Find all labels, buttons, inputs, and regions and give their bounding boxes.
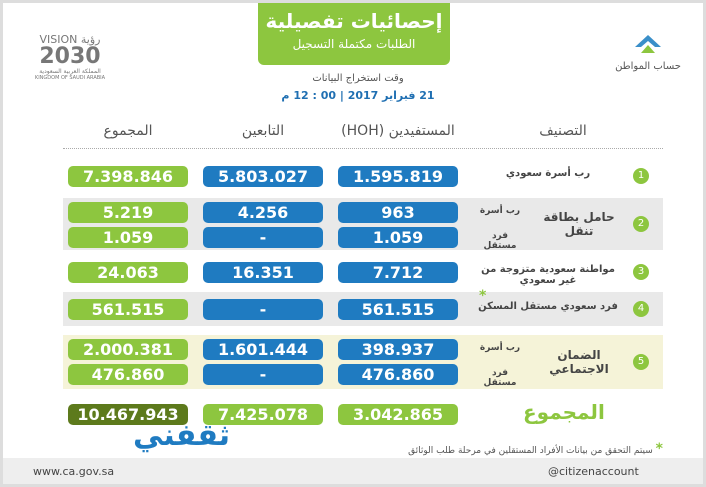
hoh-value: 561.515 — [338, 298, 458, 320]
row-label: رب أسرة سعودي — [505, 168, 591, 179]
row-label: حامل بطاقة تنقل — [543, 210, 615, 238]
total-value: 24.063 — [68, 261, 188, 283]
row-number: 4 — [633, 301, 649, 317]
dependents-value: 1.601.444 — [203, 339, 323, 360]
row-number: 1 — [633, 168, 649, 184]
hoh-value: 398.937 — [338, 339, 458, 360]
total-value: 476.860 — [68, 364, 188, 385]
column-header: التصنيف — [539, 123, 587, 139]
total-value: 2.000.381 — [68, 339, 188, 360]
row-label: الضمان الاجتماعي — [549, 348, 609, 376]
column-header: التابعين — [241, 123, 285, 139]
vision-text: VISION — [39, 33, 78, 46]
kingdom-ar: المملكة العربية السعودية — [39, 68, 101, 75]
total-hoh: 3.042.865 — [338, 404, 458, 425]
footnote-text: سيتم التحقق من بيانات الأفراد المستقلين … — [408, 446, 653, 456]
header-separator — [63, 148, 663, 149]
dependents-value: 5.803.027 — [203, 165, 323, 187]
note-mark: * — [479, 288, 487, 304]
row-label: مواطنة سعودية متزوجة من غير سعودي — [481, 264, 615, 286]
hoh-value: 963 — [338, 202, 458, 223]
column-header: المجموع — [103, 123, 153, 139]
vision-year: 2030 — [39, 44, 101, 69]
sub-label: فرد مستقل — [483, 368, 517, 388]
total-dependents: 7.425.078 — [203, 404, 323, 425]
title: إحصائيات تفصيلية — [265, 9, 443, 33]
footnote-mark: * — [655, 441, 663, 457]
column-header: المستفيدين (HOH) — [341, 123, 455, 139]
website: www.ca.gov.sa — [33, 465, 115, 478]
footer-bar: www.ca.gov.sa @citizenaccount — [3, 458, 703, 484]
sub-label: رب أسرة — [479, 343, 521, 353]
header-tab: إحصائيات تفصيلية الطلبات مكتملة التسجيل — [258, 3, 450, 65]
vision-logo: VISION رؤية 2030 المملكة العربية السعودي… — [25, 33, 115, 81]
dependents-value: - — [203, 298, 323, 320]
subtitle: الطلبات مكتملة التسجيل — [292, 37, 416, 51]
footnote: * سيتم التحقق من بيانات الأفراد المستقلي… — [363, 441, 663, 457]
row-number: 2 — [633, 216, 649, 232]
dependents-value: 16.351 — [203, 261, 323, 283]
total-value: 561.515 — [68, 298, 188, 320]
sub-label: رب أسرة — [479, 206, 521, 216]
hoh-value: 476.860 — [338, 364, 458, 385]
dependents-value: - — [203, 364, 323, 385]
dependents-value: 4.256 — [203, 202, 323, 223]
total-label: المجموع — [523, 400, 605, 424]
total-value: 5.219 — [68, 202, 188, 223]
row-number: 3 — [633, 264, 649, 280]
account-logo-text: حساب المواطن — [615, 61, 681, 72]
hoh-value: 1.595.819 — [338, 165, 458, 187]
row-number: 5 — [633, 354, 649, 370]
watermark: ثقفني — [133, 418, 231, 453]
total-value: 7.398.846 — [68, 165, 188, 187]
row-label: فرد سعودي مستقل المسكن — [478, 301, 618, 312]
total-value: 1.059 — [68, 227, 188, 248]
sub-label: فرد مستقل — [483, 231, 517, 251]
hoh-value: 7.712 — [338, 261, 458, 283]
vision-ar: رؤية — [80, 33, 101, 46]
kingdom-en: KINGDOM OF SAUDI ARABIA — [34, 75, 106, 81]
time-label: وقت استخراج البيانات — [312, 73, 404, 84]
hoh-value: 1.059 — [338, 227, 458, 248]
date: 21 فبراير 2017 | 00 : 12 م — [281, 89, 435, 102]
social-handle: @citizenaccount — [548, 465, 639, 478]
grand-total: 10.467.943 — [68, 404, 188, 425]
account-icon — [635, 35, 661, 53]
dependents-value: - — [203, 227, 323, 248]
